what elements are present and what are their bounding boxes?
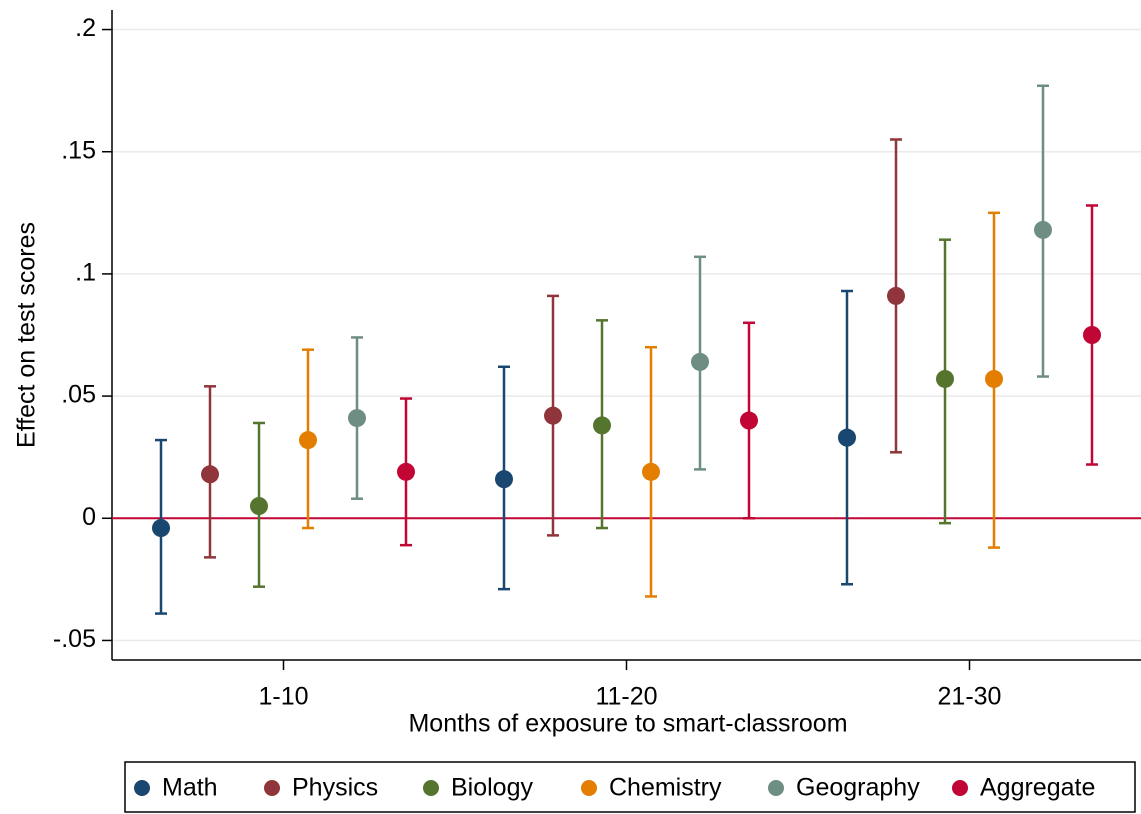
point bbox=[495, 470, 513, 489]
point bbox=[887, 286, 905, 305]
legend-label: Math bbox=[162, 774, 218, 802]
point bbox=[397, 462, 415, 481]
point bbox=[936, 369, 954, 388]
point bbox=[1083, 326, 1101, 344]
y-tick-label: -.05 bbox=[53, 625, 96, 653]
point bbox=[348, 409, 366, 428]
x-tick-label: 1-10 bbox=[258, 683, 308, 711]
y-tick-label: .1 bbox=[75, 259, 96, 287]
legend-label: Aggregate bbox=[980, 774, 1095, 802]
point bbox=[1034, 220, 1052, 239]
point bbox=[985, 369, 1003, 388]
point bbox=[642, 462, 660, 481]
point bbox=[250, 497, 268, 516]
legend-label: Physics bbox=[292, 774, 378, 802]
legend-label: Geography bbox=[796, 774, 920, 802]
y-tick-label: .05 bbox=[61, 381, 96, 409]
point bbox=[152, 519, 170, 538]
legend-marker bbox=[952, 780, 968, 796]
legend-box bbox=[124, 761, 1136, 813]
x-tick-label: 11-20 bbox=[595, 683, 657, 711]
point bbox=[593, 416, 611, 435]
x-tick-label: 21-30 bbox=[938, 683, 1002, 711]
point bbox=[299, 431, 317, 450]
legend-label: Biology bbox=[451, 774, 533, 802]
y-axis-label: Effect on test scores bbox=[13, 222, 41, 448]
legend-label: Chemistry bbox=[609, 774, 722, 802]
y-tick-label: 0 bbox=[82, 503, 96, 531]
x-axis-label: Months of exposure to smart-classroom bbox=[408, 710, 847, 738]
legend-marker bbox=[768, 780, 784, 796]
legend-marker bbox=[134, 780, 150, 796]
point bbox=[838, 428, 856, 447]
point bbox=[544, 406, 562, 425]
point bbox=[201, 465, 219, 484]
y-tick-label: .2 bbox=[75, 14, 96, 42]
y-tick-label: .15 bbox=[61, 136, 96, 164]
legend-marker bbox=[581, 780, 597, 796]
point bbox=[740, 411, 758, 430]
legend-marker bbox=[264, 780, 280, 796]
legend-marker bbox=[423, 780, 439, 796]
point bbox=[691, 352, 709, 371]
